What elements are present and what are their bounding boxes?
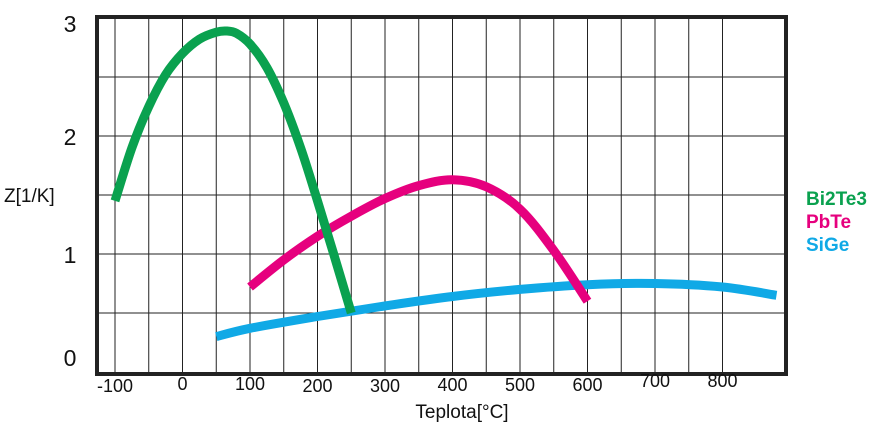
x-tick-label: 500 [505, 375, 535, 395]
x-axis-title: Teplota[°C] [415, 402, 508, 423]
x-tick-label: 700 [640, 371, 670, 391]
legend-item-pbte: PbTe [806, 212, 851, 233]
y-tick-label: 2 [64, 124, 77, 150]
x-tick-label: -100 [97, 376, 133, 396]
x-tick-label: 300 [370, 376, 400, 396]
x-tick-label: 0 [177, 374, 187, 394]
y-tick-label: 3 [64, 11, 77, 37]
x-tick-label: 200 [302, 376, 332, 396]
y-axis-title: Z[1/K] [4, 186, 55, 207]
grid [97, 17, 786, 374]
legend-item-sige: SiGe [806, 235, 849, 256]
y-tick-label: 1 [64, 242, 77, 268]
x-tick-label: 400 [437, 375, 467, 395]
series-line-sige [215, 278, 778, 341]
series-line-pbte [247, 175, 592, 304]
y-tick-labels: 0 1 2 3 [64, 11, 77, 371]
x-tick-label: 600 [572, 375, 602, 395]
series-line-bi2te3 [110, 26, 356, 315]
series-layer [110, 26, 778, 341]
plot-frame [95, 15, 788, 376]
y-tick-label: 0 [64, 345, 77, 371]
legend-item-bi2te3: Bi2Te3 [806, 189, 867, 210]
x-tick-label: 100 [235, 374, 265, 394]
x-tick-labels: -100 0 100 200 300 400 500 600 700 800 [97, 371, 738, 396]
x-tick-label: 800 [707, 371, 737, 391]
